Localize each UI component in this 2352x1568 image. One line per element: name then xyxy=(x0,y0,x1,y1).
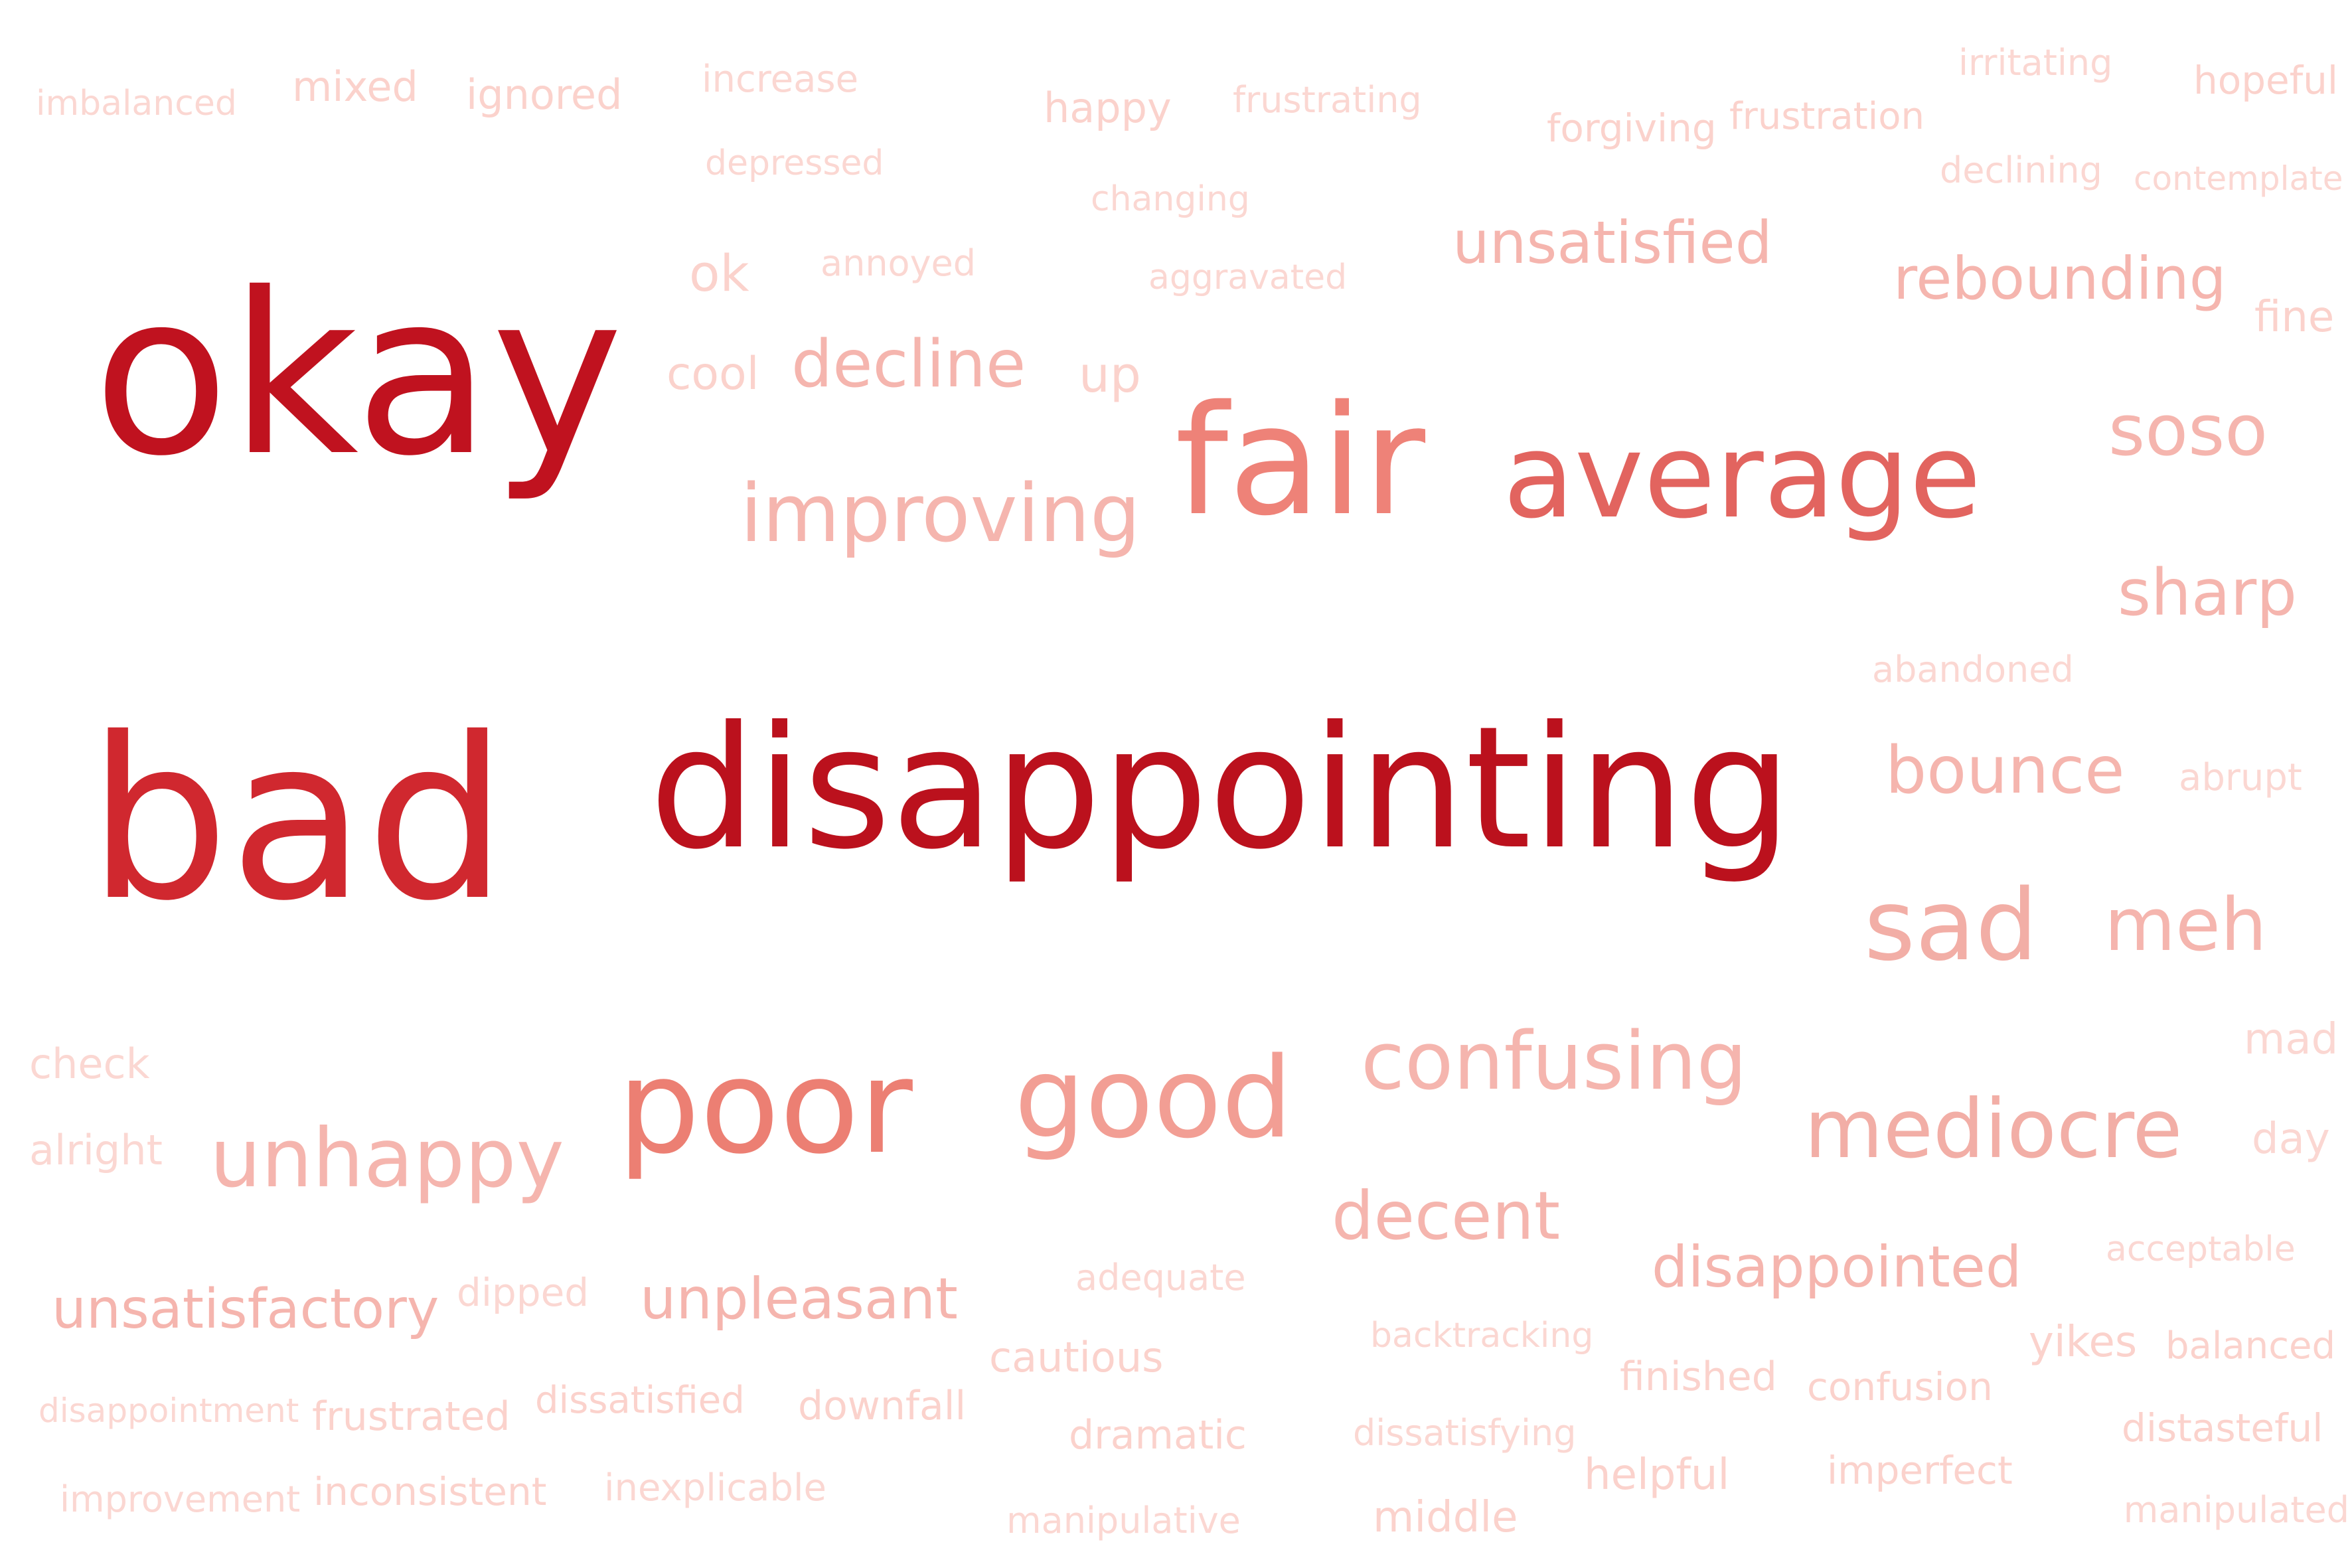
word-dipped: dipped xyxy=(457,1270,589,1315)
word-dramatic: dramatic xyxy=(1069,1412,1247,1458)
word-fine: fine xyxy=(2254,293,2335,342)
word-depressed: depressed xyxy=(705,143,884,183)
word-sad: sad xyxy=(1864,868,2038,982)
word-abrupt: abrupt xyxy=(2179,756,2302,799)
word-ignored: ignored xyxy=(466,70,623,119)
word-hopeful: hopeful xyxy=(2193,58,2339,103)
word-improvement: improvement xyxy=(60,1478,301,1520)
word-helpful: helpful xyxy=(1584,1450,1730,1500)
word-backtracking: backtracking xyxy=(1370,1316,1594,1356)
word-alright: alright xyxy=(29,1126,163,1174)
word-finished: finished xyxy=(1620,1354,1777,1400)
word-aggravated: aggravated xyxy=(1148,258,1348,297)
word-frustrated: frustrated xyxy=(312,1393,510,1440)
word-adequate: adequate xyxy=(1075,1257,1246,1298)
word-bad: bad xyxy=(88,690,508,950)
word-declining: declining xyxy=(1940,149,2102,191)
word-disappointing: disappointing xyxy=(649,690,1792,886)
word-frustration: frustration xyxy=(1729,95,1924,138)
word-day: day xyxy=(2252,1115,2330,1164)
word-forgiving: forgiving xyxy=(1547,106,1717,151)
word-dissatisfied: dissatisfied xyxy=(535,1379,745,1422)
word-up: up xyxy=(1079,347,1141,404)
word-manipulative: manipulative xyxy=(1006,1500,1241,1541)
word-dissatisfying: dissatisfying xyxy=(1353,1412,1577,1454)
word-happy: happy xyxy=(1044,84,1172,132)
word-inexplicable: inexplicable xyxy=(604,1466,826,1510)
word-imbalanced: imbalanced xyxy=(36,84,237,123)
word-meh: meh xyxy=(2104,882,2267,967)
word-increase: increase xyxy=(702,58,859,101)
word-distasteful: distasteful xyxy=(2122,1405,2323,1450)
word-mixed: mixed xyxy=(292,62,418,111)
word-confusion: confusion xyxy=(1807,1364,1993,1409)
word-unpleasant: unpleasant xyxy=(640,1266,958,1332)
word-mad: mad xyxy=(2244,1015,2339,1064)
word-fair: fair xyxy=(1175,372,1426,549)
word-contemplate: contemplate xyxy=(2134,159,2343,198)
word-disappointed: disappointed xyxy=(1652,1234,2022,1300)
word-frustrating: frustrating xyxy=(1233,79,1422,121)
word-imperfect: imperfect xyxy=(1827,1448,2013,1493)
word-sharp: sharp xyxy=(2118,556,2298,630)
word-mediocre: mediocre xyxy=(1804,1082,2183,1176)
word-unhappy: unhappy xyxy=(210,1111,564,1206)
word-acceptable: acceptable xyxy=(2106,1229,2296,1269)
word-irritating: irritating xyxy=(1958,42,2113,84)
word-abandoned: abandoned xyxy=(1872,649,2074,690)
word-improving: improving xyxy=(740,468,1141,560)
word-soso: soso xyxy=(2108,390,2268,471)
word-yikes: yikes xyxy=(2029,1318,2138,1367)
word-manipulated: manipulated xyxy=(2123,1489,2349,1531)
word-unsatisfied: unsatisfied xyxy=(1452,208,1772,277)
word-okay: okay xyxy=(93,246,623,505)
word-changing: changing xyxy=(1091,179,1250,219)
word-poor: poor xyxy=(617,1032,913,1183)
word-middle: middle xyxy=(1373,1493,1518,1542)
word-confusing: confusing xyxy=(1361,1016,1747,1108)
word-annoyed: annoyed xyxy=(821,242,977,284)
word-bounce: bounce xyxy=(1885,733,2125,809)
word-average: average xyxy=(1503,408,1982,544)
word-balanced: balanced xyxy=(2165,1324,2336,1368)
word-downfall: downfall xyxy=(798,1383,967,1429)
word-unsatisfactory: unsatisfactory xyxy=(52,1278,439,1341)
word-decline: decline xyxy=(791,327,1026,402)
word-good: good xyxy=(1014,1033,1293,1163)
word-inconsistent: inconsistent xyxy=(313,1469,547,1514)
word-cool: cool xyxy=(666,348,759,400)
word-cautious: cautious xyxy=(989,1333,1164,1381)
word-rebounding: rebounding xyxy=(1893,244,2227,313)
word-disappointment: disappointment xyxy=(39,1391,299,1430)
word-decent: decent xyxy=(1332,1177,1561,1255)
word-check: check xyxy=(29,1040,150,1088)
word-ok: ok xyxy=(689,244,749,303)
